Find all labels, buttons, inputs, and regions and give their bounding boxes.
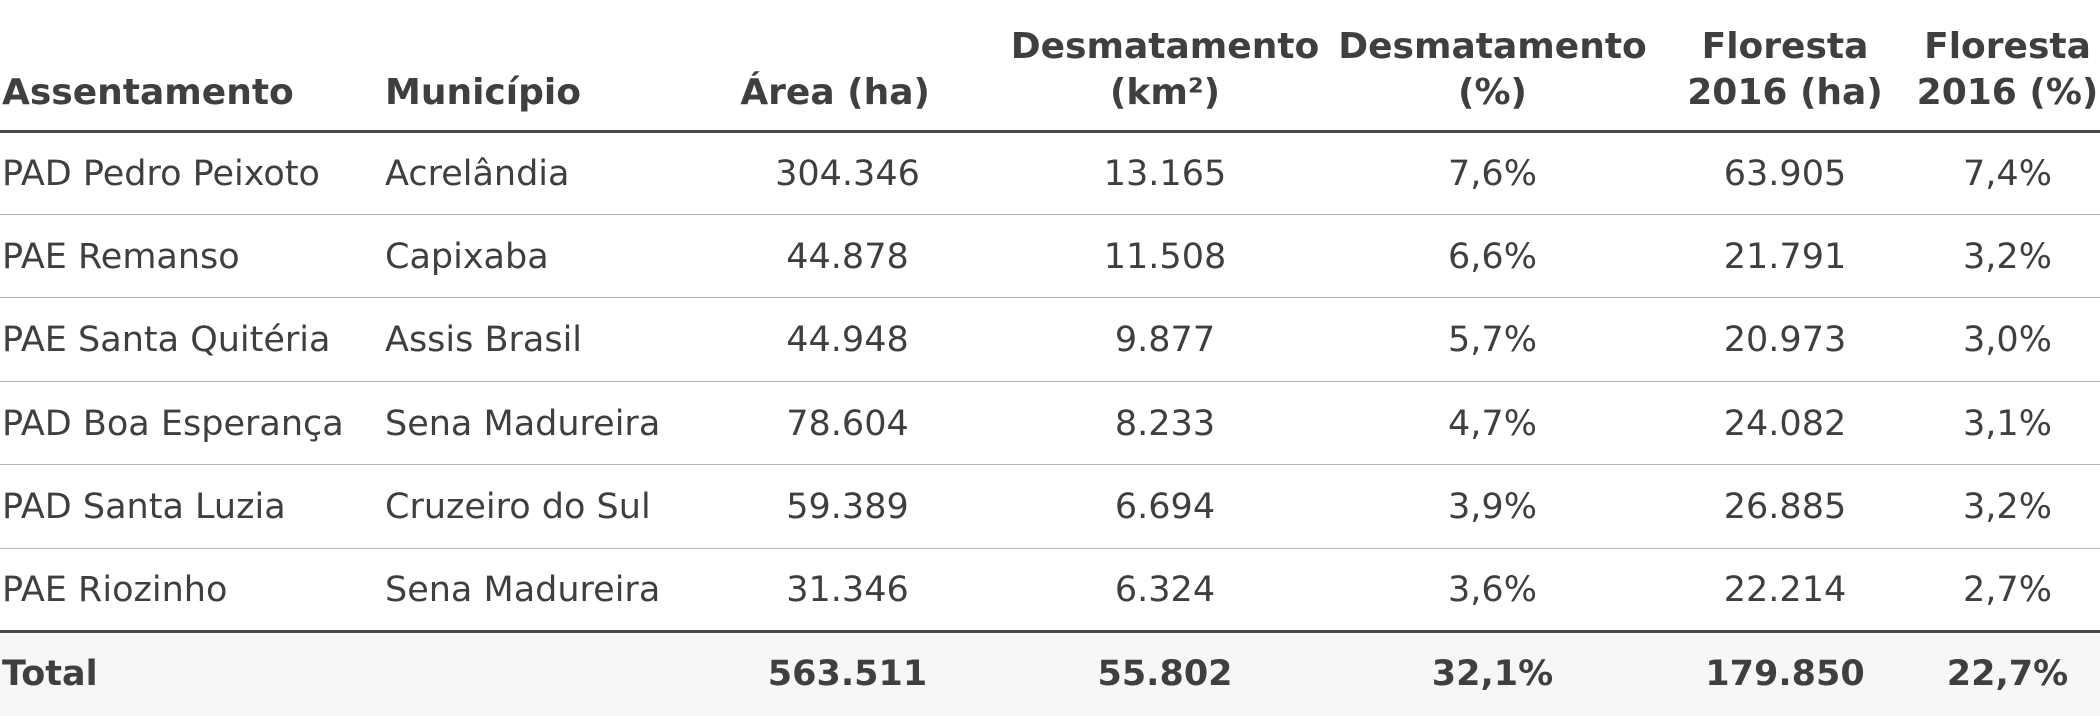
total-label: Total: [2, 654, 98, 694]
header-rule: [0, 130, 2100, 133]
cell-assentamento: PAE Santa Quitéria: [2, 320, 331, 360]
cell-municipio: Acrelândia: [385, 154, 570, 194]
cell-floresta-ha: 22.214: [1723, 570, 1847, 610]
cell-municipio: Capixaba: [385, 237, 549, 277]
cell-assentamento: PAD Santa Luzia: [2, 487, 286, 527]
cell-floresta-pct: 3,1%: [1963, 404, 2052, 444]
row-divider: [0, 214, 2100, 215]
cell-desmatamento-km2: 9.877: [1114, 320, 1216, 360]
total-area: 563.511: [767, 654, 928, 694]
cell-floresta-pct: 3,2%: [1963, 237, 2052, 277]
table-row: PAE Remanso Capixaba 44.878 11.508 6,6% …: [0, 216, 2100, 299]
cell-area: 44.948: [786, 320, 909, 360]
cell-desmatamento-km2: 6.324: [1114, 570, 1216, 610]
header-desmatamento-km2: Desmatamento (km²): [1010, 26, 1320, 113]
header-floresta-ha: Floresta 2016 (ha): [1687, 26, 1883, 113]
total-row: Total 563.511 55.802 32,1% 179.850 22,7%: [0, 633, 2100, 716]
cell-floresta-ha: 24.082: [1723, 404, 1847, 444]
cell-municipio: Sena Madureira: [385, 570, 661, 610]
cell-desmatamento-pct: 5,7%: [1448, 320, 1537, 360]
row-divider: [0, 464, 2100, 465]
cell-floresta-pct: 3,0%: [1963, 320, 2052, 360]
table-row: PAE Santa Quitéria Assis Brasil 44.948 9…: [0, 299, 2100, 382]
table-header: Assentamento Município Área (ha) Desmata…: [0, 0, 2100, 130]
cell-area: 44.878: [786, 237, 909, 277]
cell-floresta-ha: 21.791: [1723, 237, 1847, 277]
cell-assentamento: PAD Pedro Peixoto: [2, 154, 320, 194]
cell-municipio: Sena Madureira: [385, 404, 661, 444]
cell-municipio: Cruzeiro do Sul: [385, 487, 651, 527]
header-assentamento: Assentamento: [2, 72, 294, 113]
cell-area: 78.604: [786, 404, 909, 444]
cell-floresta-ha: 20.973: [1723, 320, 1847, 360]
total-floresta-ha: 179.850: [1705, 654, 1865, 694]
total-rule: [0, 630, 2100, 633]
row-divider: [0, 297, 2100, 298]
cell-desmatamento-km2: 11.508: [1103, 237, 1227, 277]
cell-floresta-pct: 2,7%: [1963, 570, 2052, 610]
header-municipio: Município: [385, 72, 581, 113]
cell-desmatamento-pct: 3,9%: [1448, 487, 1537, 527]
cell-area: 31.346: [786, 570, 909, 610]
cell-desmatamento-km2: 13.165: [1103, 154, 1227, 194]
header-floresta-pct: Floresta 2016 (%): [1916, 26, 2099, 113]
table-row: PAE Riozinho Sena Madureira 31.346 6.324…: [0, 549, 2100, 632]
cell-desmatamento-pct: 6,6%: [1448, 237, 1537, 277]
cell-area: 59.389: [786, 487, 909, 527]
table-row: PAD Boa Esperança Sena Madureira 78.604 …: [0, 383, 2100, 466]
header-area: Área (ha): [740, 72, 930, 113]
cell-desmatamento-km2: 8.233: [1114, 404, 1216, 444]
cell-area: 304.346: [775, 154, 920, 194]
cell-assentamento: PAE Riozinho: [2, 570, 228, 610]
total-desmatamento-km2: 55.802: [1097, 654, 1233, 694]
cell-desmatamento-pct: 4,7%: [1448, 404, 1537, 444]
cell-floresta-ha: 63.905: [1723, 154, 1847, 194]
cell-desmatamento-pct: 3,6%: [1448, 570, 1537, 610]
cell-desmatamento-km2: 6.694: [1114, 487, 1216, 527]
total-desmatamento-pct: 32,1%: [1431, 654, 1554, 694]
cell-assentamento: PAE Remanso: [2, 237, 240, 277]
total-floresta-pct: 22,7%: [1946, 654, 2069, 694]
cell-assentamento: PAD Boa Esperança: [2, 404, 344, 444]
row-divider: [0, 548, 2100, 549]
cell-municipio: Assis Brasil: [385, 320, 583, 360]
cell-floresta-ha: 26.885: [1723, 487, 1847, 527]
row-divider: [0, 381, 2100, 382]
cell-floresta-pct: 7,4%: [1963, 154, 2052, 194]
header-desmatamento-pct: Desmatamento (%): [1338, 26, 1647, 113]
table-row: PAD Pedro Peixoto Acrelândia 304.346 13.…: [0, 133, 2100, 216]
cell-desmatamento-pct: 7,6%: [1448, 154, 1537, 194]
table-row: PAD Santa Luzia Cruzeiro do Sul 59.389 6…: [0, 466, 2100, 549]
cell-floresta-pct: 3,2%: [1963, 487, 2052, 527]
